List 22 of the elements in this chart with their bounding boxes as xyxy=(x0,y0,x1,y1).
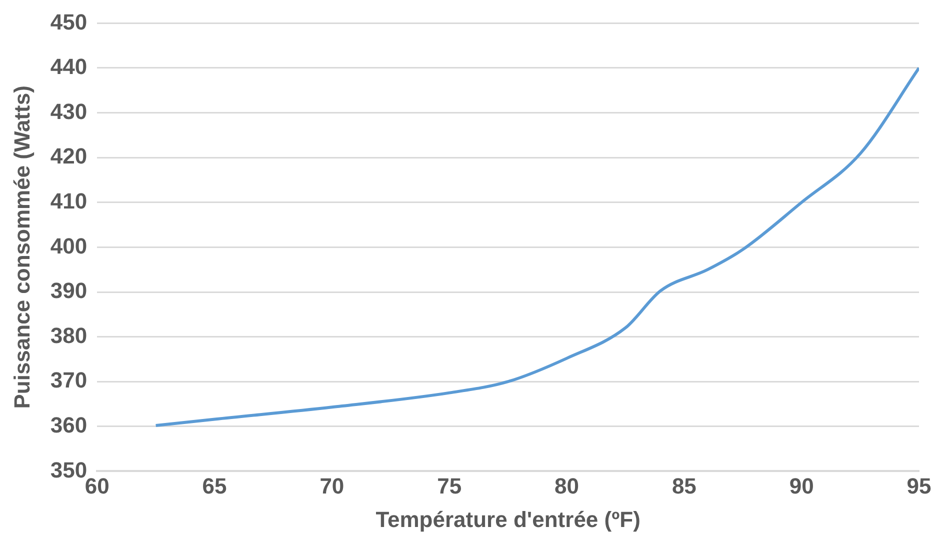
y-tick-label: 380 xyxy=(50,322,88,348)
x-tick-label: 80 xyxy=(554,473,579,498)
y-tick-label: 370 xyxy=(50,368,88,393)
x-tick-label: 75 xyxy=(437,473,462,498)
y-tick-label: 430 xyxy=(50,98,88,124)
y-tick-label: 420 xyxy=(50,144,88,169)
y-tick-label: 400 xyxy=(50,233,88,258)
y-tick-label: 350 xyxy=(50,457,88,482)
x-tick-label: 70 xyxy=(320,473,344,498)
x-tick-label: 90 xyxy=(789,473,814,498)
x-tick-label: 60 xyxy=(84,473,110,498)
y-tick-label: 390 xyxy=(50,278,88,304)
x-tick-label: 85 xyxy=(672,473,696,498)
x-axis-title: Température d'entrée (ºF) xyxy=(376,506,640,532)
y-tick-label: 410 xyxy=(50,188,88,214)
y-tick-label: 440 xyxy=(50,54,88,80)
y-tick-label: 450 xyxy=(50,9,88,34)
y-axis-title: Puissance consommée (Watts) xyxy=(9,86,34,409)
x-tick-label: 65 xyxy=(202,473,227,498)
line-series xyxy=(154,66,919,428)
y-tick-label: 360 xyxy=(50,412,88,438)
x-tick-label: 95 xyxy=(906,473,932,498)
